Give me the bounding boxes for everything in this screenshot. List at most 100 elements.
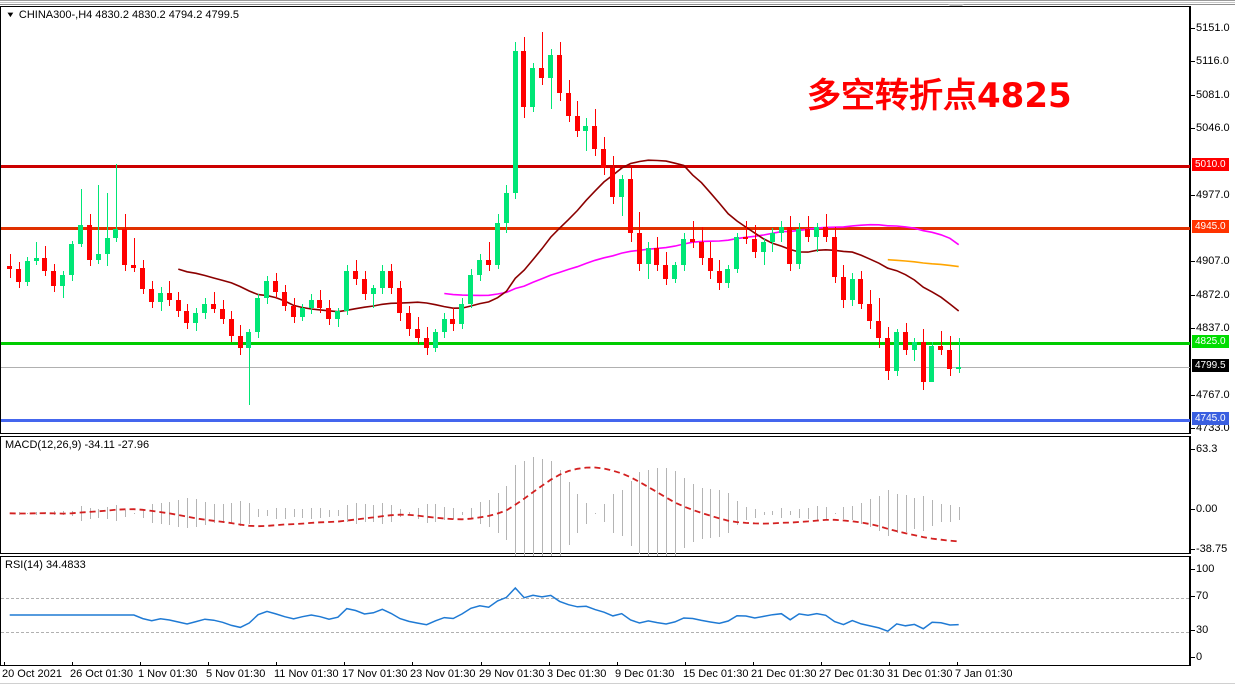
candle-body bbox=[787, 227, 792, 264]
time-axis[interactable]: 20 Oct 2021 26 Oct 01:30 1 Nov 01:30 5 Nov … bbox=[0, 662, 1235, 690]
macd-histogram-bar bbox=[595, 512, 596, 515]
candle-body bbox=[415, 328, 420, 339]
price-level-tag-4825-0[interactable]: 4825.0 bbox=[1192, 334, 1229, 348]
time-axis-tick bbox=[412, 662, 413, 666]
candle-body bbox=[823, 227, 828, 237]
candle-body bbox=[344, 271, 349, 312]
candle-wick bbox=[817, 223, 818, 253]
candle-wick bbox=[489, 242, 490, 272]
price-pane[interactable]: ▼ CHINA300-,H4 4830.2 4830.2 4794.2 4799.… bbox=[0, 6, 1190, 434]
candle-body bbox=[637, 232, 642, 264]
chevron-down-icon[interactable]: ▼ bbox=[5, 10, 16, 20]
macd-histogram-bar bbox=[302, 508, 303, 518]
macd-histogram-bar bbox=[134, 513, 135, 515]
macd-histogram-bar bbox=[790, 511, 791, 516]
candle-body bbox=[575, 116, 580, 132]
macd-histogram-bar bbox=[666, 467, 667, 560]
price-level-tag-5010-0[interactable]: 5010.0 bbox=[1192, 157, 1229, 171]
macd-histogram-bar bbox=[826, 506, 827, 520]
macd-histogram-bar bbox=[781, 508, 782, 519]
macd-histogram-bar bbox=[249, 502, 250, 524]
macd-histogram-bar bbox=[365, 504, 366, 523]
price-level-tag-4745-0[interactable]: 4745.0 bbox=[1192, 411, 1229, 425]
macd-histogram-bar bbox=[427, 503, 428, 523]
candle-body bbox=[601, 148, 606, 168]
macd-histogram-bar bbox=[950, 504, 951, 522]
candle-body bbox=[876, 320, 881, 339]
time-axis-tick bbox=[276, 662, 277, 666]
right-price-scale[interactable]: 5151.0 5116.0 5081.0 5046.0 4977.0 4907.0 4872… bbox=[1190, 6, 1235, 666]
axis-tick-label: 4907.0 bbox=[1196, 255, 1230, 268]
candle-wick bbox=[746, 221, 747, 245]
macd-signal-path bbox=[9, 466, 959, 543]
level-line-4745-0[interactable] bbox=[1, 418, 1190, 422]
macd-histogram-bar bbox=[107, 507, 108, 520]
macd-histogram-bar bbox=[533, 456, 534, 570]
macd-pane[interactable]: MACD(12,26,9) -34.11 -27.96 bbox=[0, 436, 1190, 570]
macd-histogram-bar bbox=[444, 506, 445, 520]
macd-histogram-bar bbox=[959, 506, 960, 520]
macd-histogram-bar bbox=[471, 508, 472, 519]
candle-body bbox=[486, 259, 491, 266]
macd-histogram-bar bbox=[27, 513, 28, 515]
macd-histogram-bar bbox=[879, 495, 880, 531]
time-axis-tick bbox=[889, 662, 890, 666]
macd-histogram-bar bbox=[684, 478, 685, 549]
macd-histogram-bar bbox=[462, 511, 463, 515]
macd-histogram-bar bbox=[710, 489, 711, 538]
candle-wick bbox=[81, 188, 82, 248]
macd-axis: 63.3 0.00 -38.75 bbox=[1190, 436, 1235, 555]
rsi-pane[interactable]: RSI(14) 34.4833 bbox=[0, 556, 1190, 666]
time-axis-label: 23 Nov 01:30 bbox=[410, 668, 476, 680]
macd-histogram-bar bbox=[435, 504, 436, 523]
macd-histogram-bar bbox=[648, 470, 649, 557]
macd-histogram-bar bbox=[143, 508, 144, 518]
axis-tick-label: 5046.0 bbox=[1196, 122, 1230, 135]
moving-average-overlay bbox=[178, 159, 960, 313]
ma-fast-line bbox=[444, 223, 960, 297]
candle-body bbox=[317, 299, 322, 308]
macd-histogram-bar bbox=[382, 502, 383, 524]
candle-body bbox=[388, 271, 393, 289]
macd-histogram-bar bbox=[870, 499, 871, 528]
macd-histogram-bar bbox=[320, 508, 321, 519]
axis-tick-label: 5116.0 bbox=[1196, 55, 1229, 68]
macd-histogram-bar bbox=[36, 511, 37, 516]
candle-body bbox=[921, 342, 926, 383]
axis-tick-label: 4977.0 bbox=[1196, 188, 1230, 201]
candle-body bbox=[7, 266, 12, 270]
level-line-4799-5[interactable] bbox=[1, 367, 1190, 369]
macd-histogram-bar bbox=[400, 509, 401, 518]
candle-wick bbox=[959, 338, 960, 373]
candle-body bbox=[743, 236, 748, 239]
macd-histogram-bar bbox=[569, 482, 570, 545]
time-axis-tick bbox=[821, 662, 822, 666]
candle-body bbox=[690, 238, 695, 243]
candle-body bbox=[87, 225, 92, 260]
axis-tick-label: 0.00 bbox=[1196, 503, 1218, 516]
macd-histogram-bar bbox=[843, 507, 844, 520]
macd-histogram-bar bbox=[19, 511, 20, 515]
candle-body bbox=[362, 278, 367, 295]
candle-wick bbox=[214, 292, 215, 314]
macd-histogram-bar bbox=[480, 502, 481, 525]
candle-body bbox=[229, 319, 234, 337]
macd-histogram-bar bbox=[693, 484, 694, 543]
candle-body bbox=[397, 288, 402, 314]
level-line-4945-0[interactable] bbox=[1, 227, 1190, 231]
price-level-tag-4945-0[interactable]: 4945.0 bbox=[1192, 220, 1229, 234]
level-line-4825-0[interactable] bbox=[1, 341, 1190, 345]
level-line-5010-0[interactable] bbox=[1, 164, 1190, 168]
macd-histogram-bar bbox=[923, 495, 924, 531]
candle-body bbox=[761, 242, 766, 253]
price-level-tag-4799-5[interactable]: 4799.5 bbox=[1192, 359, 1229, 373]
macd-histogram-bar bbox=[453, 508, 454, 519]
candle-body bbox=[832, 236, 837, 277]
macd-histogram-bar bbox=[799, 508, 800, 519]
macd-histogram-bar bbox=[391, 504, 392, 522]
axis-tick-label: 5151.0 bbox=[1196, 22, 1230, 34]
macd-histogram-bar bbox=[817, 506, 818, 521]
candle-body bbox=[557, 54, 562, 94]
rsi-path bbox=[9, 586, 959, 633]
